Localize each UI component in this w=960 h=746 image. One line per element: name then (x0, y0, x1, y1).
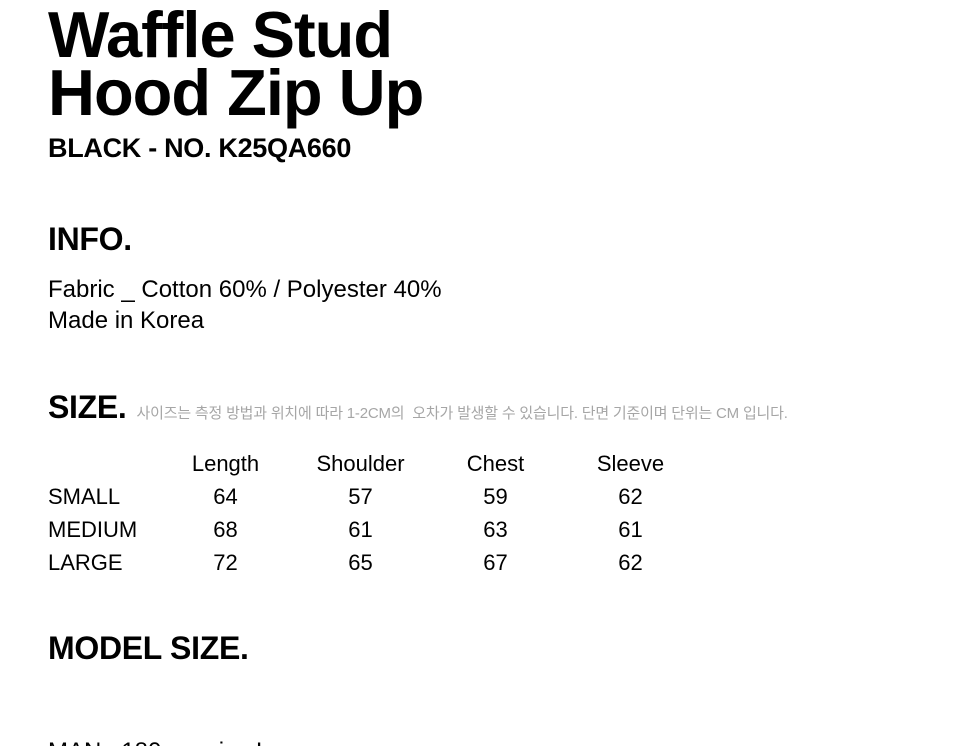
medium-sleeve: 61 (618, 516, 643, 542)
table-row-small: SMALL 64 57 59 62 (48, 480, 698, 513)
product-title-line1: Waffle Stud (48, 0, 393, 71)
column-header-shoulder: Shoulder (316, 450, 405, 476)
size-heading: SIZE. (48, 389, 127, 425)
size-table-header-row: Length Shoulder Chest Sleeve (48, 447, 698, 480)
large-length: 72 (213, 549, 238, 575)
column-header-sleeve: Sleeve (596, 450, 665, 476)
size-heading-row: SIZE. 사이즈는 측정 방법과 위치에 따라 1-2CM의 오차가 발생할 수… (48, 388, 960, 433)
medium-length: 68 (213, 516, 238, 542)
column-header-chest: Chest (466, 450, 525, 476)
info-heading: INFO. (48, 221, 132, 257)
table-row-medium: MEDIUM 68 61 63 61 (48, 513, 698, 546)
large-shoulder: 65 (348, 549, 373, 575)
table-row-large: LARGE 72 65 67 62 (48, 546, 698, 579)
product-title: Waffle Stud Hood Zip Up (48, 2, 960, 125)
size-table: Length Shoulder Chest Sleeve SMALL 64 57… (48, 447, 698, 579)
product-color-code: BLACK - NO. K25QA660 (48, 133, 352, 163)
small-length: 64 (213, 483, 238, 509)
medium-shoulder: 61 (348, 516, 373, 542)
small-chest: 59 (483, 483, 508, 509)
info-lines: Fabric _ Cotton 60% / Polyester 40% Made… (48, 274, 960, 336)
model-size-section: MODEL SIZE. MAN 180cm size L WOMAN 163cm… (48, 629, 960, 746)
size-disclaimer-note: 사이즈는 측정 방법과 위치에 따라 1-2CM의 오차가 발생할 수 있습니다… (136, 405, 788, 422)
row-label-medium: MEDIUM (48, 516, 138, 542)
product-title-line2: Hood Zip Up (48, 56, 424, 129)
model-man-line: MAN 180cm size L (48, 737, 960, 746)
row-label-small: SMALL (48, 483, 121, 509)
medium-chest: 63 (483, 516, 508, 542)
model-size-lines: MAN 180cm size L WOMAN 163cm size M (48, 677, 960, 746)
fabric-line: Fabric _ Cotton 60% / Polyester 40% (48, 276, 442, 303)
info-section: INFO. Fabric _ Cotton 60% / Polyester 40… (48, 220, 960, 336)
small-sleeve: 62 (618, 483, 643, 509)
size-section: SIZE. 사이즈는 측정 방법과 위치에 따라 1-2CM의 오차가 발생할 수… (48, 388, 960, 579)
large-chest: 67 (483, 549, 508, 575)
size-table-corner-cell (48, 447, 158, 480)
origin-line: Made in Korea (48, 307, 205, 334)
size-table-body: SMALL 64 57 59 62 MEDIUM 68 61 63 61 LAR… (48, 480, 698, 579)
column-header-length: Length (191, 450, 260, 476)
small-shoulder: 57 (348, 483, 373, 509)
large-sleeve: 62 (618, 549, 643, 575)
row-label-large: LARGE (48, 549, 123, 575)
size-table-header: Length Shoulder Chest Sleeve (48, 447, 698, 480)
model-size-heading: MODEL SIZE. (48, 630, 249, 666)
